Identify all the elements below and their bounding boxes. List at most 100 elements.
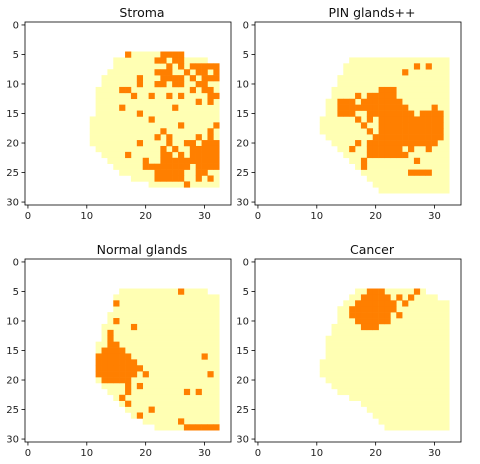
heatmap-cell <box>195 98 202 105</box>
tissue-row <box>366 406 450 413</box>
heatmap-cell <box>366 151 374 159</box>
tissue-row <box>101 382 220 390</box>
heatmap-cell <box>101 365 108 372</box>
tissue-row <box>349 157 450 164</box>
heatmap-cell <box>360 300 368 307</box>
heatmap-cell <box>207 128 214 135</box>
heatmap-cell <box>148 406 155 413</box>
heatmap-cell <box>166 75 173 82</box>
tissue-row <box>372 412 450 419</box>
heatmap-cell <box>107 377 114 384</box>
heatmap-cell <box>355 104 362 111</box>
heatmap-cell <box>425 169 432 176</box>
x-tick-label: 10 <box>80 448 93 459</box>
heatmap-cell <box>178 169 185 176</box>
panel-title: Cancer <box>350 242 395 257</box>
x-tick-label: 10 <box>80 211 93 222</box>
heatmap-cell <box>349 110 356 117</box>
heatmap-cell <box>425 128 432 135</box>
heatmap-cell <box>425 134 432 141</box>
heatmap-cell <box>201 81 208 88</box>
y-tick-label: 25 <box>236 168 249 179</box>
heatmap-cell <box>408 116 415 123</box>
heatmap-cell <box>160 57 167 64</box>
heatmap-cell <box>195 69 202 76</box>
heatmap-cell <box>360 318 368 325</box>
heatmap-cell <box>207 175 214 182</box>
tissue-row <box>337 81 450 88</box>
x-tick-label: 30 <box>428 211 441 222</box>
heatmap-cell <box>154 169 161 176</box>
heatmap-cell <box>189 63 196 70</box>
heatmap-cell <box>378 134 385 141</box>
tissue-row <box>119 288 208 295</box>
heatmap-cell <box>113 359 120 366</box>
heatmap-cell <box>360 157 368 164</box>
heatmap-cell <box>431 110 438 117</box>
heatmap-cell <box>396 134 403 141</box>
heatmap-cell <box>107 359 114 366</box>
y-tick-label: 30 <box>236 435 249 446</box>
heatmap-cell <box>101 359 108 366</box>
heatmap-cell <box>419 116 426 123</box>
heatmap-cell <box>396 151 403 159</box>
heatmap-cell <box>172 175 179 182</box>
tissue-row <box>319 359 450 366</box>
heatmap-cell <box>402 300 409 307</box>
heatmap-cell <box>378 104 385 111</box>
x-tick-label: 30 <box>428 448 441 459</box>
heatmap-cell <box>413 157 421 164</box>
heatmap-cell <box>384 318 391 325</box>
heatmap-cell <box>113 347 120 354</box>
tissue-row <box>343 63 450 70</box>
heatmap-cell <box>431 134 438 141</box>
y-tick-label: 25 <box>236 405 249 416</box>
heatmap-cell <box>154 163 161 170</box>
heatmap-cell <box>402 140 409 147</box>
tissue-row <box>95 371 220 378</box>
heatmap-cell <box>390 151 397 159</box>
heatmap-cell <box>384 300 391 307</box>
heatmap-cell <box>178 288 185 295</box>
heatmap-cell <box>213 75 220 82</box>
heatmap-cell <box>378 86 385 94</box>
heatmap-cell <box>390 122 397 129</box>
heatmap-cell <box>178 51 185 58</box>
tissue-row <box>95 104 220 111</box>
heatmap-cell <box>384 98 391 105</box>
heatmap-cell <box>178 92 185 100</box>
heatmap-cell <box>113 365 120 372</box>
heatmap-cell <box>207 92 214 100</box>
heatmap-cell <box>172 81 179 88</box>
heatmap-cell <box>413 134 421 141</box>
heatmap-cell <box>201 69 208 76</box>
heatmap-cell <box>384 312 391 319</box>
heatmap-cell <box>207 163 214 170</box>
heatmap-cell <box>142 163 149 170</box>
tissue-row <box>325 335 450 342</box>
heatmap-cell <box>207 371 214 378</box>
heatmap-cell <box>408 294 415 301</box>
heatmap-cell <box>419 110 426 117</box>
heatmap-cell <box>360 98 368 105</box>
tissue-row <box>325 341 450 348</box>
y-tick-label: 20 <box>236 139 249 150</box>
heatmap-cell <box>402 110 409 117</box>
tissue-row <box>107 312 220 319</box>
heatmap-cell <box>396 110 403 117</box>
heatmap-cell <box>419 134 426 141</box>
tissue-row <box>325 377 450 384</box>
heatmap-cell <box>207 140 214 147</box>
heatmap-cell <box>396 104 403 111</box>
heatmap-cell <box>437 128 444 135</box>
heatmap-cell <box>437 116 444 123</box>
heatmap-cell <box>413 116 421 123</box>
heatmap-cell <box>343 104 350 111</box>
heatmap-cell <box>201 163 208 170</box>
heatmap-cell <box>413 128 421 135</box>
y-tick-label: 10 <box>6 79 19 90</box>
tissue-row <box>337 388 450 396</box>
y-tick-label: 10 <box>236 316 249 327</box>
heatmap-cell <box>172 157 179 164</box>
heatmap-cell <box>349 98 356 105</box>
